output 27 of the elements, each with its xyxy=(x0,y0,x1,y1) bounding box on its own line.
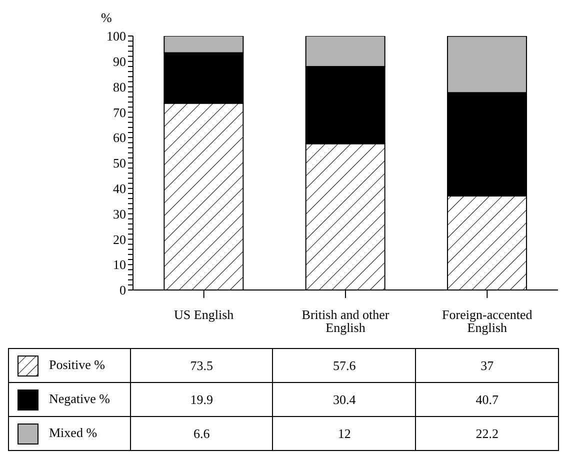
x-tick-label: Foreign-accented English xyxy=(442,307,533,336)
y-tick-label: 30 xyxy=(113,206,126,222)
legend-label: Positive % xyxy=(49,356,105,372)
y-tick-label: 90 xyxy=(113,54,126,70)
data-label: 12 xyxy=(272,416,416,450)
legend-label: Negative % xyxy=(49,390,110,406)
data-label: 6.6 xyxy=(130,416,273,450)
legend-label: Mixed % xyxy=(49,424,98,440)
y-tick-label: 100 xyxy=(106,28,126,44)
y-tick-label: 0 xyxy=(120,282,126,298)
y-tick-label: 70 xyxy=(113,104,126,120)
y-tick-label: 60 xyxy=(113,130,126,146)
data-label: 22.2 xyxy=(416,416,558,450)
data-label: 57.6 xyxy=(272,348,416,382)
x-tick-label: US English xyxy=(174,307,234,322)
data-label: 73.5 xyxy=(130,348,273,382)
y-tick-label: 10 xyxy=(113,257,126,272)
y-axis-title: % xyxy=(101,10,112,26)
data-label: 40.7 xyxy=(416,382,558,416)
data-label: 19.9 xyxy=(130,382,273,416)
y-tick-label: 80 xyxy=(113,79,126,94)
y-tick-label: 40 xyxy=(113,181,126,196)
x-tick-label: British and other English xyxy=(302,307,390,336)
y-tick-label: 20 xyxy=(113,232,126,247)
data-label: 37 xyxy=(416,348,558,382)
data-label: 30.4 xyxy=(272,382,416,416)
y-tick-label: 50 xyxy=(113,156,126,171)
